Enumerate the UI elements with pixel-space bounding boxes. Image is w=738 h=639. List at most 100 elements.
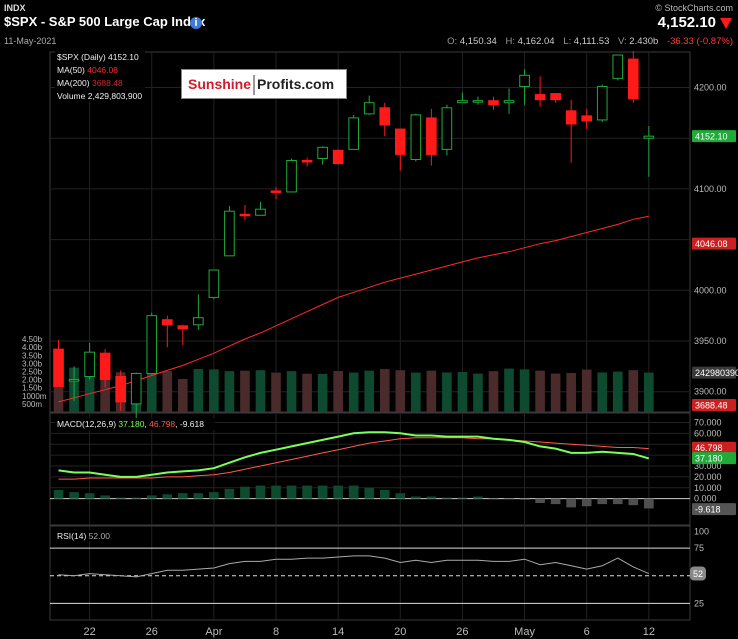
info-icon[interactable]: i <box>190 17 202 29</box>
candle <box>565 99 577 163</box>
candle-body <box>286 160 297 193</box>
volume-bar <box>597 372 608 412</box>
candle-body <box>534 94 546 101</box>
candle-body <box>348 117 360 150</box>
volume-bar <box>644 372 654 412</box>
ma200-right-label: 3688.48 <box>695 401 728 411</box>
macd-legend-part: , <box>175 419 180 429</box>
candle-body <box>643 135 655 139</box>
legend-bg <box>55 418 215 430</box>
candle-body <box>472 100 484 103</box>
macd-histogram-bar <box>488 498 499 500</box>
volume-bar <box>271 372 281 412</box>
price-legend-value: 3688.48 <box>92 78 123 88</box>
macd-histogram-bar <box>457 497 468 499</box>
volume-bar <box>193 369 204 412</box>
candle-body <box>612 54 624 79</box>
macd-histogram-bar <box>566 498 576 508</box>
volume-bar <box>411 372 421 412</box>
change-value: -36.33 (-0.87%) <box>666 36 733 47</box>
macd-histogram-bar <box>162 494 173 499</box>
volume-bar <box>53 368 64 412</box>
candle <box>472 96 484 105</box>
macd-right-label: -9.618 <box>695 505 721 515</box>
x-tick-label: 12 <box>643 626 655 638</box>
high-key: H: <box>505 36 515 47</box>
macd-right-label: 37.180 <box>695 454 723 464</box>
macd-histogram-bar <box>411 496 421 499</box>
volume-bar <box>488 371 499 412</box>
candle <box>410 113 422 162</box>
volume-bar <box>317 373 328 412</box>
macd-right-label: 46.798 <box>695 443 723 453</box>
volume-bar <box>457 371 468 412</box>
price-legend-label: $SPX (Daily) 4152.10 <box>57 52 139 62</box>
volume-bar <box>581 369 592 412</box>
macd-histogram-bar <box>597 498 608 505</box>
macd-histogram-bar <box>550 498 561 505</box>
macd-histogram-bar <box>519 498 530 500</box>
macd-y-tick-label: 20.000 <box>694 472 722 482</box>
x-tick-label: 14 <box>332 626 344 638</box>
candle-body <box>99 352 111 381</box>
candle <box>161 315 173 348</box>
price-legend-label: MA(200) 3688.48 <box>57 78 123 88</box>
volume-value: 2.430b <box>629 36 659 47</box>
macd-histogram-bar <box>504 498 514 500</box>
logo-separator <box>253 75 256 96</box>
candle-body <box>115 376 126 403</box>
volume-y-tick-label: 3.00b <box>22 359 43 368</box>
rsi-line <box>58 555 649 578</box>
open-value: 4,150.34 <box>459 36 497 47</box>
volume-bar <box>364 370 375 412</box>
candle-body <box>627 58 639 100</box>
volume-y-tick-label: 1000m <box>22 392 47 401</box>
price-y-tick-label: 4100.00 <box>694 184 727 194</box>
candle-body <box>208 269 220 298</box>
macd-right-label-bg <box>692 452 736 465</box>
candle <box>193 294 204 330</box>
candle-body <box>457 100 468 104</box>
volume-key: V: <box>618 36 627 47</box>
candle-body <box>441 107 453 150</box>
copyright-text[interactable]: © StockCharts.com <box>655 3 733 13</box>
volume-bar <box>255 370 266 412</box>
volume-y-tick-label: 2.50b <box>22 367 43 376</box>
candle-body <box>68 379 80 382</box>
logo-part-sunshine: Sunshine <box>188 76 252 92</box>
macd-histogram-bar <box>333 485 343 499</box>
macd-y-tick-label: 70.000 <box>694 417 722 427</box>
candle <box>68 366 80 401</box>
candle <box>255 202 266 216</box>
volume-bar <box>224 371 235 412</box>
price-right-label-bg <box>692 237 736 250</box>
candle <box>130 372 142 424</box>
macd-histogram-bar <box>535 498 545 504</box>
volume-bar <box>146 370 157 412</box>
candle-body <box>146 315 158 374</box>
candle-body <box>161 319 173 326</box>
rsi-legend: RSI(14) 52.00 <box>57 531 110 541</box>
candle <box>426 108 437 166</box>
rsi-right-label: 52 <box>693 569 703 579</box>
volume-bar <box>395 370 406 412</box>
macd-legend-part: 46.798 <box>149 419 175 429</box>
macd-legend-part: , <box>144 419 149 429</box>
candle <box>627 50 639 103</box>
panel-frame <box>49 412 691 526</box>
candle-body <box>270 190 282 193</box>
macd-legend-part: 37.180 <box>118 419 144 429</box>
candle <box>596 84 608 122</box>
x-tick-label: 6 <box>584 626 590 638</box>
candle-body <box>519 74 530 87</box>
candle <box>643 126 655 177</box>
rsi-y-tick-label: 75 <box>694 543 704 553</box>
candle-body <box>177 325 189 330</box>
volume-bar <box>426 370 437 412</box>
candle-body <box>394 128 406 155</box>
candle <box>53 340 64 388</box>
price-legend-label: Volume 2,429,803,900 <box>57 91 142 101</box>
volume-bar <box>473 373 483 412</box>
candle-body <box>426 117 437 155</box>
